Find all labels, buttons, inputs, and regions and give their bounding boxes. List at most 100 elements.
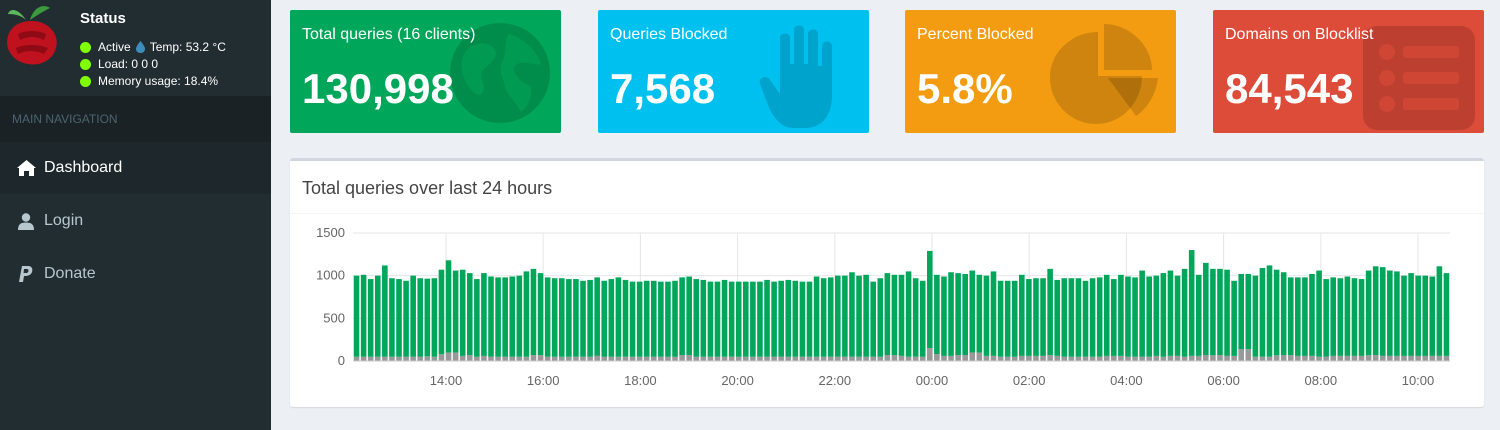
blocked-bar xyxy=(1040,355,1046,361)
permitted-bar xyxy=(587,279,593,357)
blocked-bar xyxy=(686,355,692,361)
permitted-bar xyxy=(1167,270,1174,356)
blocked-bar xyxy=(672,356,678,361)
permitted-bar xyxy=(665,281,671,357)
permitted-bar xyxy=(424,278,431,357)
permitted-bar xyxy=(778,280,784,357)
permitted-bar xyxy=(1351,278,1358,356)
sidebar-item-label: Dashboard xyxy=(44,159,123,176)
permitted-bar xyxy=(969,270,976,353)
blocked-bar xyxy=(735,356,742,361)
permitted-bar xyxy=(573,279,579,357)
sidebar-item-donate[interactable]: Donate xyxy=(0,248,271,300)
blocked-bar xyxy=(905,356,912,361)
blocked-bar xyxy=(1026,355,1032,361)
status-panel: Status Active Temp: 53.2 °C Load: 0 0 0 … xyxy=(0,0,271,96)
blocked-bar xyxy=(1054,355,1060,361)
permitted-bar xyxy=(1068,278,1075,357)
blocked-bar xyxy=(502,356,508,361)
active-label: Active xyxy=(98,40,131,54)
sidebar-item-dashboard[interactable]: Dashboard xyxy=(0,142,271,194)
blocked-bar xyxy=(658,356,664,361)
blocked-bar xyxy=(587,356,593,361)
blocked-bar xyxy=(551,356,558,361)
permitted-bar xyxy=(1174,275,1181,356)
permitted-bar xyxy=(1181,268,1188,357)
permitted-bar xyxy=(1245,273,1252,350)
permitted-bar xyxy=(1203,262,1209,356)
blocked-bar xyxy=(615,356,622,361)
blocked-bar xyxy=(1118,355,1124,361)
blocked-bar xyxy=(1436,355,1443,361)
sidebar-item-label: Login xyxy=(44,212,84,229)
blocked-bar xyxy=(891,355,898,361)
permitted-bar xyxy=(1429,276,1436,356)
permitted-bar xyxy=(849,272,855,357)
sidebar-item-login[interactable]: Login xyxy=(0,195,271,247)
sidebar-item-label: Donate xyxy=(44,265,96,282)
blocked-bar xyxy=(750,356,756,361)
total-queries-box[interactable]: Total queries (16 clients) 130,998 xyxy=(290,10,561,133)
blocked-bar xyxy=(1103,355,1110,361)
blocked-bar xyxy=(771,356,777,361)
permitted-bar xyxy=(799,281,806,357)
permitted-bar xyxy=(488,276,494,357)
blocked-bar xyxy=(1379,355,1386,361)
permitted-bar xyxy=(771,281,777,357)
blocked-bar xyxy=(1089,356,1096,361)
permitted-bar xyxy=(452,270,459,353)
blocked-bar xyxy=(1096,356,1103,361)
permitted-bar xyxy=(1365,270,1372,356)
blocked-bar xyxy=(1068,356,1075,361)
list-icon xyxy=(1363,26,1475,130)
blocked-bar xyxy=(566,356,572,361)
total-queries-value: 130,998 xyxy=(302,65,454,112)
blocked-bar xyxy=(1330,355,1337,361)
domains-blocklist-value: 84,543 xyxy=(1225,65,1354,112)
permitted-bar xyxy=(1266,265,1273,357)
permitted-bar xyxy=(693,279,700,357)
permitted-bar xyxy=(863,274,869,357)
x-tick-label: 18:00 xyxy=(624,373,657,388)
blocked-bar xyxy=(714,356,721,361)
blocked-bar xyxy=(764,356,770,361)
blocked-bar xyxy=(481,355,487,361)
blocked-bar xyxy=(983,355,990,361)
permitted-bar xyxy=(927,250,933,349)
blocked-bar xyxy=(1033,355,1039,361)
blocked-bar xyxy=(1344,355,1351,361)
permitted-bar xyxy=(1358,279,1365,356)
permitted-bar xyxy=(1337,278,1344,356)
blocked-bar xyxy=(1365,355,1372,361)
permitted-bar xyxy=(679,277,685,356)
permitted-bar xyxy=(905,271,912,357)
queries-over-time-chart[interactable]: 0 500 1000 1500 14:00 16:00 18:00 20:00 22:00 00:… xyxy=(290,161,1484,404)
blocked-bar xyxy=(580,356,586,361)
blocked-bar xyxy=(601,356,608,361)
permitted-bar xyxy=(792,280,799,357)
blocked-bar xyxy=(509,356,516,361)
load-status-dot xyxy=(80,58,91,70)
blocked-bar xyxy=(912,356,919,361)
blocked-bar xyxy=(898,355,905,361)
blocked-bar xyxy=(1153,355,1160,361)
blocked-bar xyxy=(1316,356,1322,361)
blocked-bar xyxy=(785,356,792,361)
blocked-bar xyxy=(573,356,579,361)
percent-blocked-box[interactable]: Percent Blocked 5.8% xyxy=(905,10,1176,133)
permitted-bar xyxy=(601,280,608,357)
blocked-bar xyxy=(700,356,707,361)
permitted-bar xyxy=(1103,274,1110,356)
permitted-bar xyxy=(686,276,692,356)
permitted-bar xyxy=(912,278,919,357)
permitted-bar xyxy=(1004,280,1011,357)
permitted-bar xyxy=(898,274,905,356)
permitted-bar xyxy=(1089,278,1096,357)
domains-blocklist-box[interactable]: Domains on Blocklist 84,543 xyxy=(1213,10,1484,133)
queries-blocked-box[interactable]: Queries Blocked 7,568 xyxy=(598,10,869,133)
percent-blocked-label: Percent Blocked xyxy=(917,26,1034,43)
permitted-bar xyxy=(1330,277,1337,356)
permitted-bar xyxy=(1280,272,1287,356)
permitted-bar xyxy=(1302,277,1308,356)
blocked-bar xyxy=(990,355,997,361)
